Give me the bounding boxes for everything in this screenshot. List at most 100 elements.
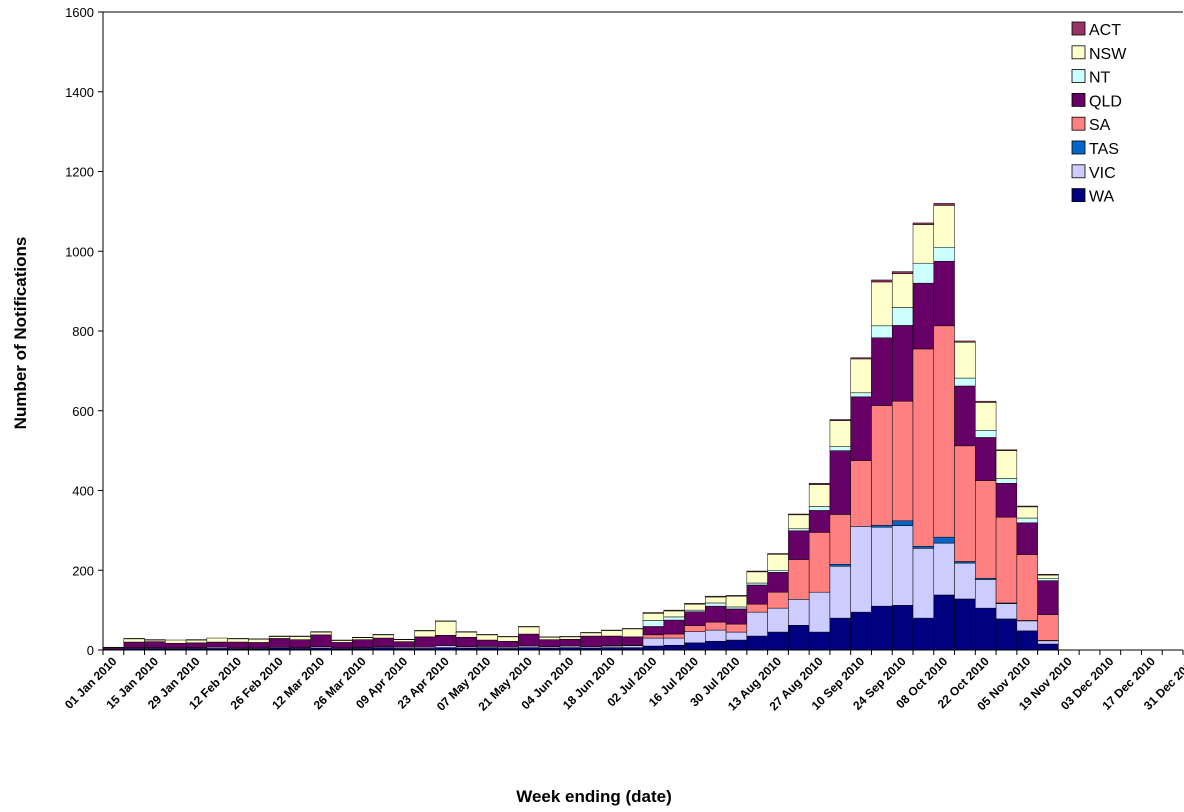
bar-segment-vic	[684, 631, 706, 644]
bar-segment-qld	[518, 633, 540, 647]
bar-segment-nt	[829, 446, 851, 451]
bar-segment-nsw	[725, 595, 748, 608]
bar-segment-vic	[954, 562, 976, 600]
bar-segment-vic	[912, 548, 935, 619]
bar-segment-act	[1037, 573, 1059, 576]
bar-segment-nt	[746, 582, 768, 586]
bar-segment-sa	[725, 623, 748, 633]
bar-segment-act	[725, 595, 748, 597]
bar-segment-vic	[850, 526, 872, 613]
bar-segment-act	[642, 612, 665, 614]
bar-segment-nsw	[642, 613, 665, 621]
bar-segment-nsw	[975, 402, 997, 431]
bar-segment-qld	[975, 437, 997, 481]
bar-segment-vic	[788, 599, 810, 626]
bar-segment-qld	[850, 396, 872, 461]
bar-segment-vic	[725, 631, 748, 641]
bar-segment-vic	[663, 637, 685, 646]
bar-segment-qld	[331, 642, 353, 649]
bar-segment-qld	[601, 635, 623, 646]
bar-segment-sa	[1037, 614, 1059, 641]
bar-segment-nsw	[455, 631, 478, 638]
bar-segment-wa	[850, 611, 872, 651]
bar-segment-qld	[538, 639, 561, 648]
bar-segment-qld	[871, 337, 893, 406]
bar-segment-qld	[995, 483, 1018, 518]
bar-segment-qld	[372, 637, 395, 648]
bar-segment-nsw	[435, 621, 457, 636]
bar-segment-sa	[891, 400, 914, 522]
legend-label-tas: TAS	[1089, 141, 1119, 158]
bar-segment-nt	[642, 620, 665, 627]
bar-segment-qld	[206, 641, 228, 648]
bar-segment-nsw	[476, 634, 498, 641]
bar-segment-qld	[227, 641, 249, 649]
bar-segment-wa	[954, 598, 976, 651]
bar-segment-qld	[476, 639, 498, 647]
bar-segment-qld	[642, 626, 665, 636]
bar-segment-wa	[829, 617, 851, 651]
bar-segment-nsw	[601, 630, 623, 637]
bar-segment-qld	[808, 510, 831, 533]
bar-segment-wa	[767, 631, 789, 651]
bar-segment-nsw	[165, 639, 187, 644]
bar-segment-nsw	[808, 484, 831, 507]
bar-segment-nt	[788, 528, 810, 532]
bar-segment-nt	[808, 506, 831, 511]
bar-segment-nsw	[767, 554, 789, 571]
bar-segment-qld	[1016, 522, 1038, 555]
bar-segment-sa	[788, 559, 810, 600]
bar-segment-act	[788, 513, 810, 516]
bar-segment-nsw	[684, 603, 706, 611]
bar-segment-qld	[351, 639, 374, 648]
bar-segment-wa	[1037, 643, 1059, 651]
bar-segment-sa	[995, 516, 1018, 604]
legend-swatch-qld	[1071, 93, 1086, 107]
bar-segment-tas	[912, 546, 935, 549]
bar-segment-vic	[808, 591, 831, 633]
bar-segment-nt	[933, 247, 955, 262]
bar-segment-act	[891, 271, 914, 274]
bar-segment-wa	[912, 617, 935, 651]
bar-segment-qld	[248, 642, 270, 649]
bar-segment-tas	[871, 524, 893, 528]
bar-segment-nsw	[1016, 506, 1038, 519]
bar-segment-sa	[954, 445, 976, 562]
bar-segment-sa	[767, 591, 789, 609]
bar-segment-act	[829, 419, 851, 421]
legend-swatch-wa	[1071, 188, 1086, 203]
legend: ACT NSW NT QLD SA TAS VIC WA	[1071, 21, 1127, 206]
bar-segment-wa	[642, 645, 665, 651]
bar-segment-wa	[808, 631, 831, 651]
y-tick-label: 400	[72, 484, 94, 499]
bar-segment-nsw	[331, 640, 353, 643]
bar-segment-vic	[871, 526, 893, 607]
bar-segment-qld	[725, 608, 748, 625]
bar-segment-nt	[954, 377, 976, 387]
legend-swatch-tas	[1071, 140, 1086, 155]
y-tick-label: 1000	[65, 244, 94, 259]
bar-segment-sa	[975, 480, 997, 579]
bar-segment-wa	[684, 642, 706, 651]
bar-segment-wa	[891, 605, 914, 651]
bar-segment-wa	[663, 644, 685, 651]
bars-layer	[102, 203, 1059, 651]
bar-segment-nsw	[663, 610, 685, 618]
bar-segment-act	[954, 340, 976, 343]
bar-segment-sa	[705, 621, 727, 631]
bar-segment-nt	[891, 307, 914, 326]
bar-segment-nsw	[580, 632, 602, 637]
bar-segment-nt	[1016, 517, 1038, 524]
bar-segment-vic	[435, 645, 457, 648]
bar-segment-nsw	[414, 630, 436, 638]
bar-segment-wa	[705, 640, 727, 651]
bar-segment-act	[663, 609, 685, 612]
bar-segment-wa	[933, 594, 955, 651]
bar-segment-nsw	[351, 637, 374, 640]
bar-segment-nsw	[891, 273, 914, 308]
bar-segment-qld	[414, 636, 436, 648]
bar-segment-vic	[995, 603, 1018, 620]
bar-segment-act	[975, 400, 997, 403]
bar-segment-nsw	[538, 636, 561, 640]
